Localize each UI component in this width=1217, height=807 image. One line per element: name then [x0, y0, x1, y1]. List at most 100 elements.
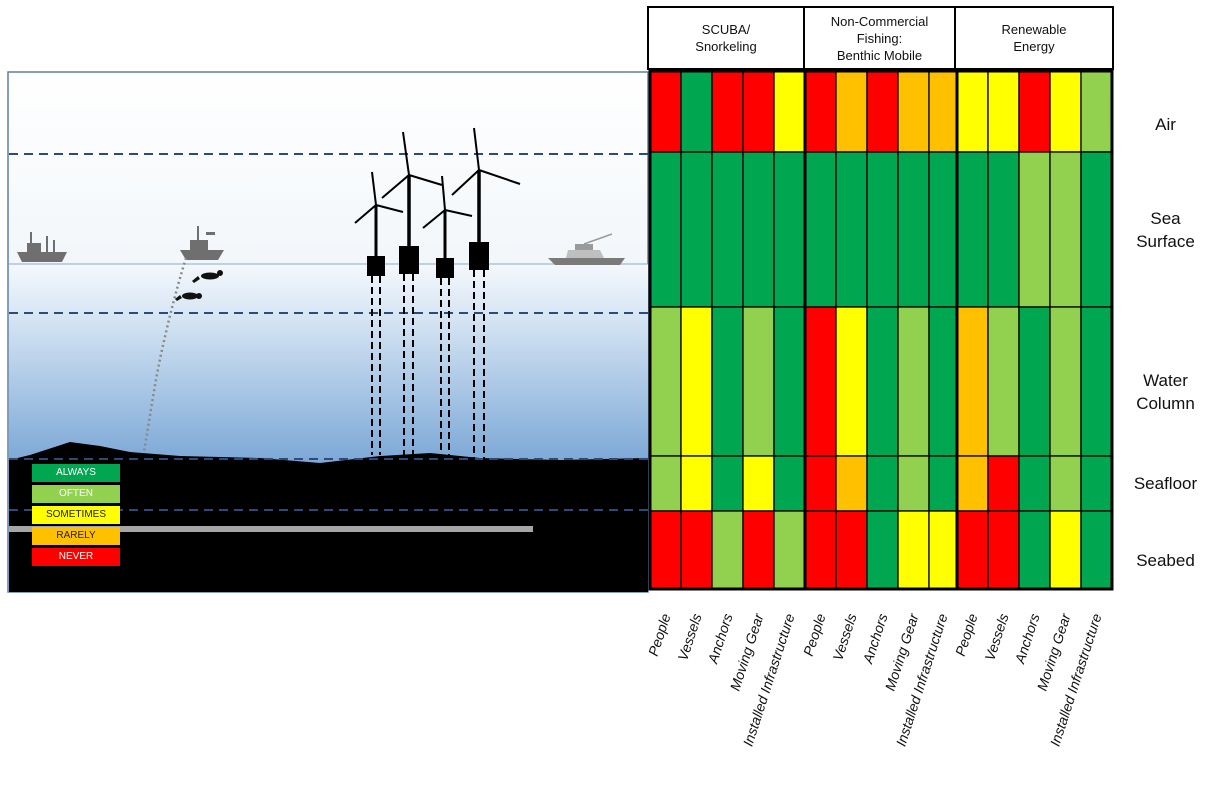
heatmap-cell: [773, 151, 806, 308]
zone-label-seabed: Seabed: [1136, 551, 1195, 570]
heatmap-cell: [742, 306, 775, 457]
heatmap-cell: [773, 70, 806, 153]
heatmap-cell: [680, 306, 713, 457]
heatmap-cell: [1018, 455, 1051, 512]
dive-boat-icon: [180, 226, 224, 260]
heatmap-cell: [711, 70, 744, 153]
heatmap-cell: [649, 70, 682, 153]
heatmap-cell: [987, 70, 1020, 153]
heatmap-cell: [773, 510, 806, 590]
group-header-renewable: Renewable Energy: [954, 6, 1114, 70]
heatmap-cell: [711, 510, 744, 590]
heatmap-cell: [956, 70, 989, 153]
heatmap-cell: [680, 151, 713, 308]
fishing-boat-icon: [17, 232, 67, 262]
heatmap-cell: [711, 151, 744, 308]
compatibility-heatmap: [648, 69, 1114, 591]
diver-icon: [192, 270, 223, 283]
heatmap-cell: [773, 306, 806, 457]
heatmap-cell: [680, 510, 713, 590]
heatmap-cell: [835, 70, 868, 153]
heatmap-cell: [928, 70, 958, 153]
heatmap-cell: [928, 510, 958, 590]
heatmap-cell: [956, 510, 989, 590]
heatmap-cell: [804, 510, 837, 590]
heatmap-cell: [773, 455, 806, 512]
heatmap-cell: [804, 455, 837, 512]
zone-label-sea-surface: Sea Surface: [1136, 209, 1195, 251]
heatmap-cell: [1018, 510, 1051, 590]
heatmap-cell: [1049, 70, 1082, 153]
zone-boundaries: [9, 153, 648, 511]
heatmap-cell: [742, 70, 775, 153]
heatmap-cell: [804, 306, 837, 457]
water-body: [9, 264, 648, 464]
zone-label-air: Air: [1155, 115, 1176, 134]
heatmap-cell: [1049, 151, 1082, 308]
heatmap-cell: [897, 510, 930, 590]
heatmap-cell: [866, 151, 899, 308]
heatmap-cell: [987, 306, 1020, 457]
heatmap-cell: [897, 455, 930, 512]
heatmap-cell: [1080, 510, 1113, 590]
heatmap-cell: [804, 151, 837, 308]
recreational-boat-icon: [548, 233, 625, 265]
heatmap-cell: [897, 151, 930, 308]
heatmap-cell: [680, 455, 713, 512]
heatmap-cell: [866, 306, 899, 457]
turbine-moorings: [371, 270, 485, 460]
anchor-line: [142, 257, 188, 453]
heatmap-cell: [897, 306, 930, 457]
heatmap-cell: [928, 151, 958, 308]
heatmap-cell: [835, 510, 868, 590]
legend-item-rarely: RARELY: [32, 527, 120, 545]
heatmap-cell: [742, 455, 775, 512]
heatmap-cell: [866, 455, 899, 512]
heatmap-cell: [987, 455, 1020, 512]
heatmap-cell: [866, 70, 899, 153]
heatmap-cell: [1018, 306, 1051, 457]
heatmap-cell: [956, 306, 989, 457]
heatmap-cell: [987, 510, 1020, 590]
heatmap-cell: [649, 510, 682, 590]
zone-label-seafloor: Seafloor: [1133, 474, 1198, 493]
heatmap-cell: [897, 70, 930, 153]
ocean-scene: [7, 69, 1114, 593]
legend-item-often: OFTEN: [32, 485, 120, 503]
legend-item-never: NEVER: [32, 548, 120, 566]
heatmap-cell: [649, 151, 682, 308]
heatmap-cell: [1080, 151, 1113, 308]
group-header-scuba: SCUBA/ Snorkeling: [647, 6, 805, 70]
diver-icon: [175, 292, 202, 301]
wind-turbine-icon: [354, 127, 521, 278]
legend-item-always: ALWAYS: [32, 464, 120, 482]
heatmap-cell: [649, 306, 682, 457]
zone-label-water-column: Water Column: [1136, 371, 1195, 413]
heatmap-cell: [1018, 151, 1051, 308]
heatmap-cell: [649, 455, 682, 512]
heatmap-cell: [928, 455, 958, 512]
heatmap-cell: [742, 151, 775, 308]
group-header-fishing: Non-Commercial Fishing: Benthic Mobile: [803, 6, 956, 70]
heatmap-cell: [1080, 306, 1113, 457]
seabed-silhouette: [9, 442, 648, 592]
heatmap-cell: [1049, 455, 1082, 512]
legend: ALWAYS OFTEN SOMETIMES RARELY NEVER: [32, 464, 120, 569]
heatmap-cell: [742, 510, 775, 590]
heatmap-group-border: [955, 69, 1114, 591]
heatmap-cell: [711, 455, 744, 512]
heatmap-cell: [835, 455, 868, 512]
heatmap-cell: [956, 455, 989, 512]
heatmap-cell: [1080, 70, 1113, 153]
heatmap-cell: [711, 306, 744, 457]
heatmap-cell: [680, 70, 713, 153]
heatmap-cell: [1049, 510, 1082, 590]
heatmap-cell: [866, 510, 899, 590]
heatmap-cell: [928, 306, 958, 457]
heatmap-cell: [1080, 455, 1113, 512]
heatmap-cell: [1018, 70, 1051, 153]
pipeline: [9, 526, 533, 532]
heatmap-cell: [835, 306, 868, 457]
heatmap-cell: [804, 70, 837, 153]
heatmap-cell: [835, 151, 868, 308]
